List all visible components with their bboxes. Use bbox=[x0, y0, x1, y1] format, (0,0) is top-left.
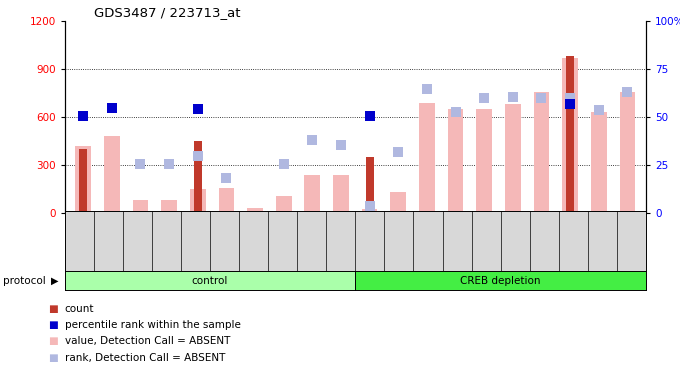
Bar bbox=[362, 209, 377, 213]
Bar bbox=[75, 146, 91, 213]
Point bbox=[507, 94, 518, 100]
Point bbox=[479, 95, 490, 101]
Point bbox=[564, 95, 575, 101]
Text: protocol: protocol bbox=[3, 276, 46, 286]
Bar bbox=[276, 196, 292, 213]
Bar bbox=[79, 149, 87, 213]
Point bbox=[364, 203, 375, 209]
Bar bbox=[562, 58, 578, 213]
Point bbox=[192, 106, 203, 112]
Bar bbox=[248, 208, 263, 213]
Bar bbox=[133, 200, 148, 213]
Bar bbox=[591, 111, 607, 213]
Text: rank, Detection Call = ABSENT: rank, Detection Call = ABSENT bbox=[65, 353, 225, 362]
Bar bbox=[333, 175, 349, 213]
Bar bbox=[190, 189, 205, 213]
Bar bbox=[419, 103, 435, 213]
Text: ■: ■ bbox=[48, 353, 57, 362]
Point bbox=[278, 161, 289, 167]
Point bbox=[307, 136, 318, 142]
Bar bbox=[447, 109, 463, 213]
Bar bbox=[104, 136, 120, 213]
Point bbox=[622, 88, 633, 94]
Text: ▶: ▶ bbox=[51, 276, 58, 286]
Bar bbox=[305, 175, 320, 213]
Bar bbox=[390, 192, 406, 213]
Bar bbox=[566, 56, 574, 213]
Point bbox=[536, 95, 547, 101]
Bar bbox=[161, 200, 177, 213]
Bar bbox=[534, 91, 549, 213]
Bar bbox=[366, 157, 373, 213]
Point bbox=[78, 113, 88, 119]
Text: control: control bbox=[192, 276, 228, 286]
Point bbox=[192, 153, 203, 159]
Bar bbox=[476, 109, 492, 213]
Point bbox=[164, 161, 175, 167]
Text: GDS3487 / 223713_at: GDS3487 / 223713_at bbox=[94, 5, 240, 18]
Point bbox=[422, 86, 432, 92]
Bar bbox=[619, 92, 635, 213]
Text: value, Detection Call = ABSENT: value, Detection Call = ABSENT bbox=[65, 336, 230, 346]
Text: ■: ■ bbox=[48, 336, 57, 346]
Point bbox=[450, 108, 461, 114]
Bar bbox=[194, 141, 202, 213]
Bar bbox=[218, 188, 235, 213]
Point bbox=[364, 113, 375, 119]
Text: ■: ■ bbox=[48, 304, 57, 314]
Text: count: count bbox=[65, 304, 94, 314]
Point bbox=[221, 175, 232, 181]
Text: ■: ■ bbox=[48, 320, 57, 330]
Point bbox=[564, 101, 575, 108]
Point bbox=[594, 107, 605, 113]
Text: CREB depletion: CREB depletion bbox=[460, 276, 541, 286]
Point bbox=[106, 104, 117, 111]
Point bbox=[393, 149, 404, 155]
Point bbox=[335, 142, 346, 148]
Bar bbox=[505, 104, 521, 213]
Text: percentile rank within the sample: percentile rank within the sample bbox=[65, 320, 241, 330]
Point bbox=[135, 161, 146, 167]
